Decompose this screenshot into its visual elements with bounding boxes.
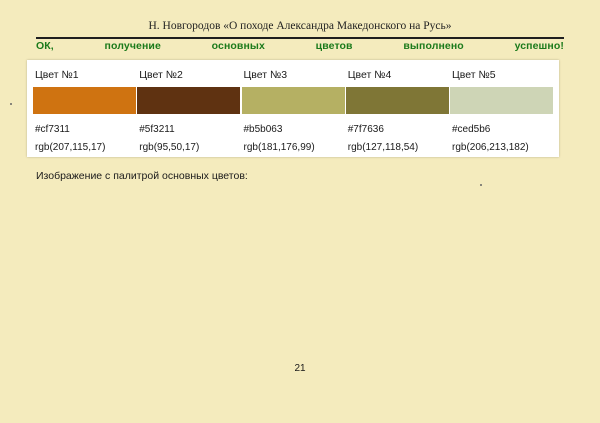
book-title: Н. Новгородов «О походе Александра Макед…	[148, 20, 452, 32]
palette-image-caption: Изображение с палитрой основных цветов:	[36, 170, 248, 182]
swatch-rgb: rgb(95,50,17)	[139, 142, 200, 153]
swatch-rgb: rgb(181,176,99)	[243, 142, 315, 153]
swatch-color-5: Цвет №5 #ced5b6 rgb(206,213,182)	[450, 60, 553, 157]
swatch-rgb: rgb(127,118,54)	[347, 142, 419, 153]
swatch-rgb: rgb(207,115,17)	[35, 142, 106, 153]
color-swatch	[33, 87, 136, 114]
swatch-hex: #7f7636	[347, 124, 384, 135]
swatch-color-2: Цвет №2 #5f3211 rgb(95,50,17)	[137, 60, 241, 157]
swatch-label: Цвет №1	[35, 69, 79, 81]
color-swatch	[137, 87, 241, 114]
swatch-label: Цвет №4	[347, 69, 392, 81]
status-word: успешно!	[514, 40, 564, 52]
swatch-hex: #5f3211	[139, 124, 175, 135]
swatch-hex: #b5b063	[243, 124, 283, 135]
status-word: ОК,	[36, 40, 54, 52]
swatch-label: Цвет №2	[139, 69, 183, 81]
status-word: цветов	[315, 40, 353, 52]
status-word: основных	[211, 40, 265, 52]
swatch-label: Цвет №3	[243, 69, 288, 81]
swatch-color-4: Цвет №4 #7f7636 rgb(127,118,54)	[345, 60, 449, 157]
color-palette-panel: Цвет №1 #cf7311 rgb(207,115,17) Цвет №2 …	[27, 60, 559, 157]
swatch-label: Цвет №5	[452, 69, 496, 81]
color-swatch	[345, 87, 449, 114]
swatch-color-1: Цвет №1 #cf7311 rgb(207,115,17)	[33, 60, 136, 157]
status-word: выполнено	[403, 40, 464, 52]
color-swatch	[450, 87, 553, 114]
page-number: 21	[294, 363, 306, 374]
status-message: ОК, получение основных цветов выполнено …	[36, 37, 564, 52]
swatch-hex: #cf7311	[35, 124, 70, 135]
swatch-color-3: Цвет №3 #b5b063 rgb(181,176,99)	[241, 60, 345, 157]
status-word: получение	[104, 40, 161, 52]
color-swatch	[241, 87, 345, 114]
swatch-rgb: rgb(206,213,182)	[452, 142, 529, 153]
swatch-hex: #ced5b6	[452, 124, 491, 135]
paper-speck	[480, 184, 482, 186]
paper-speck	[10, 103, 12, 105]
